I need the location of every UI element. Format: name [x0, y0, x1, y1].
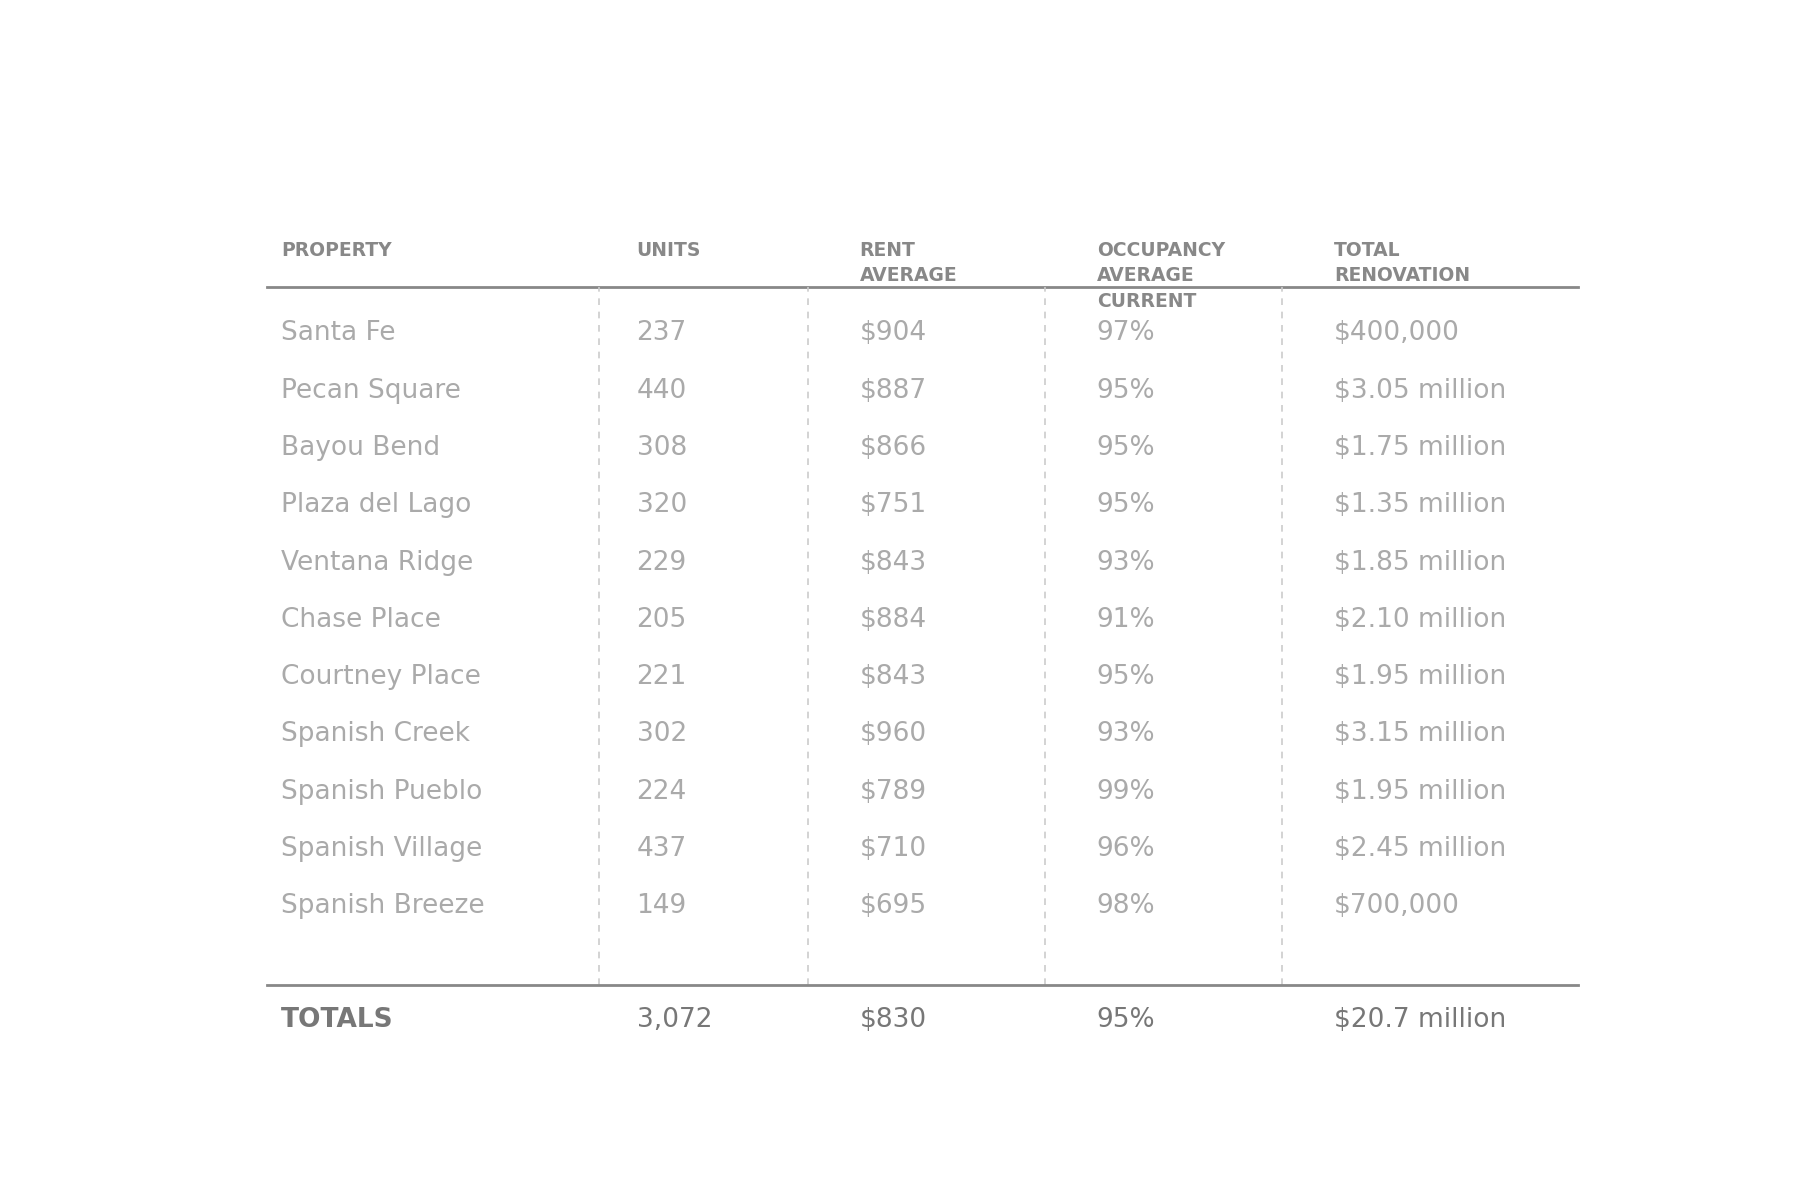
Text: Pecan Square: Pecan Square: [281, 378, 461, 403]
Text: $866: $866: [860, 434, 927, 461]
Text: 93%: 93%: [1096, 721, 1156, 748]
Text: $700,000: $700,000: [1334, 893, 1460, 919]
Text: $3.15 million: $3.15 million: [1334, 721, 1507, 748]
Text: $884: $884: [860, 607, 927, 632]
Text: $843: $843: [860, 550, 927, 576]
Text: $20.7 million: $20.7 million: [1334, 1007, 1507, 1033]
Text: Spanish Breeze: Spanish Breeze: [281, 893, 484, 919]
Text: 95%: 95%: [1096, 664, 1156, 690]
Text: 229: 229: [637, 550, 688, 576]
Text: 437: 437: [637, 836, 688, 862]
Text: 97%: 97%: [1096, 320, 1156, 347]
Text: 440: 440: [637, 378, 688, 403]
Text: Santa Fe: Santa Fe: [281, 320, 396, 347]
Text: $400,000: $400,000: [1334, 320, 1460, 347]
Text: UNITS: UNITS: [637, 240, 700, 259]
Text: Bayou Bend: Bayou Bend: [281, 434, 439, 461]
Text: $789: $789: [860, 779, 927, 805]
Text: Chase Place: Chase Place: [281, 607, 441, 632]
Text: CURRENT: CURRENT: [1096, 293, 1197, 311]
Text: Ventana Ridge: Ventana Ridge: [281, 550, 473, 576]
Text: $1.35 million: $1.35 million: [1334, 492, 1507, 518]
Text: 98%: 98%: [1096, 893, 1156, 919]
Text: Spanish Village: Spanish Village: [281, 836, 482, 862]
Text: 224: 224: [637, 779, 688, 805]
Text: $3.05 million: $3.05 million: [1334, 378, 1507, 403]
Text: 93%: 93%: [1096, 550, 1156, 576]
Text: $960: $960: [860, 721, 927, 748]
Text: 221: 221: [637, 664, 688, 690]
Text: 3,072: 3,072: [637, 1007, 713, 1033]
Text: 95%: 95%: [1096, 1007, 1156, 1033]
Text: $1.95 million: $1.95 million: [1334, 779, 1507, 805]
Text: $887: $887: [860, 378, 927, 403]
Text: PROPERTY: PROPERTY: [281, 240, 391, 259]
Text: $830: $830: [860, 1007, 927, 1033]
Text: $751: $751: [860, 492, 927, 518]
Text: OCCUPANCY: OCCUPANCY: [1096, 240, 1226, 259]
Text: 237: 237: [637, 320, 688, 347]
Text: $710: $710: [860, 836, 927, 862]
Text: $843: $843: [860, 664, 927, 690]
Text: 96%: 96%: [1096, 836, 1156, 862]
Text: Spanish Creek: Spanish Creek: [281, 721, 470, 748]
Text: 302: 302: [637, 721, 688, 748]
Text: $2.10 million: $2.10 million: [1334, 607, 1507, 632]
Text: 95%: 95%: [1096, 492, 1156, 518]
Text: Plaza del Lago: Plaza del Lago: [281, 492, 472, 518]
Text: TOTALS: TOTALS: [281, 1007, 394, 1033]
Text: Courtney Place: Courtney Place: [281, 664, 481, 690]
Text: AVERAGE: AVERAGE: [1096, 266, 1195, 286]
Text: 95%: 95%: [1096, 378, 1156, 403]
Text: 91%: 91%: [1096, 607, 1156, 632]
Text: 308: 308: [637, 434, 688, 461]
Text: RENT: RENT: [860, 240, 916, 259]
Text: $695: $695: [860, 893, 927, 919]
Text: Spanish Pueblo: Spanish Pueblo: [281, 779, 482, 805]
Text: AVERAGE: AVERAGE: [860, 266, 958, 286]
Text: 149: 149: [637, 893, 688, 919]
Text: 99%: 99%: [1096, 779, 1156, 805]
Text: $904: $904: [860, 320, 927, 347]
Text: $1.75 million: $1.75 million: [1334, 434, 1507, 461]
Text: 205: 205: [637, 607, 688, 632]
Text: TOTAL: TOTAL: [1334, 240, 1400, 259]
Text: $2.45 million: $2.45 million: [1334, 836, 1507, 862]
Text: 95%: 95%: [1096, 434, 1156, 461]
Text: $1.95 million: $1.95 million: [1334, 664, 1507, 690]
Text: RENOVATION: RENOVATION: [1334, 266, 1471, 286]
Text: $1.85 million: $1.85 million: [1334, 550, 1507, 576]
Text: 320: 320: [637, 492, 688, 518]
